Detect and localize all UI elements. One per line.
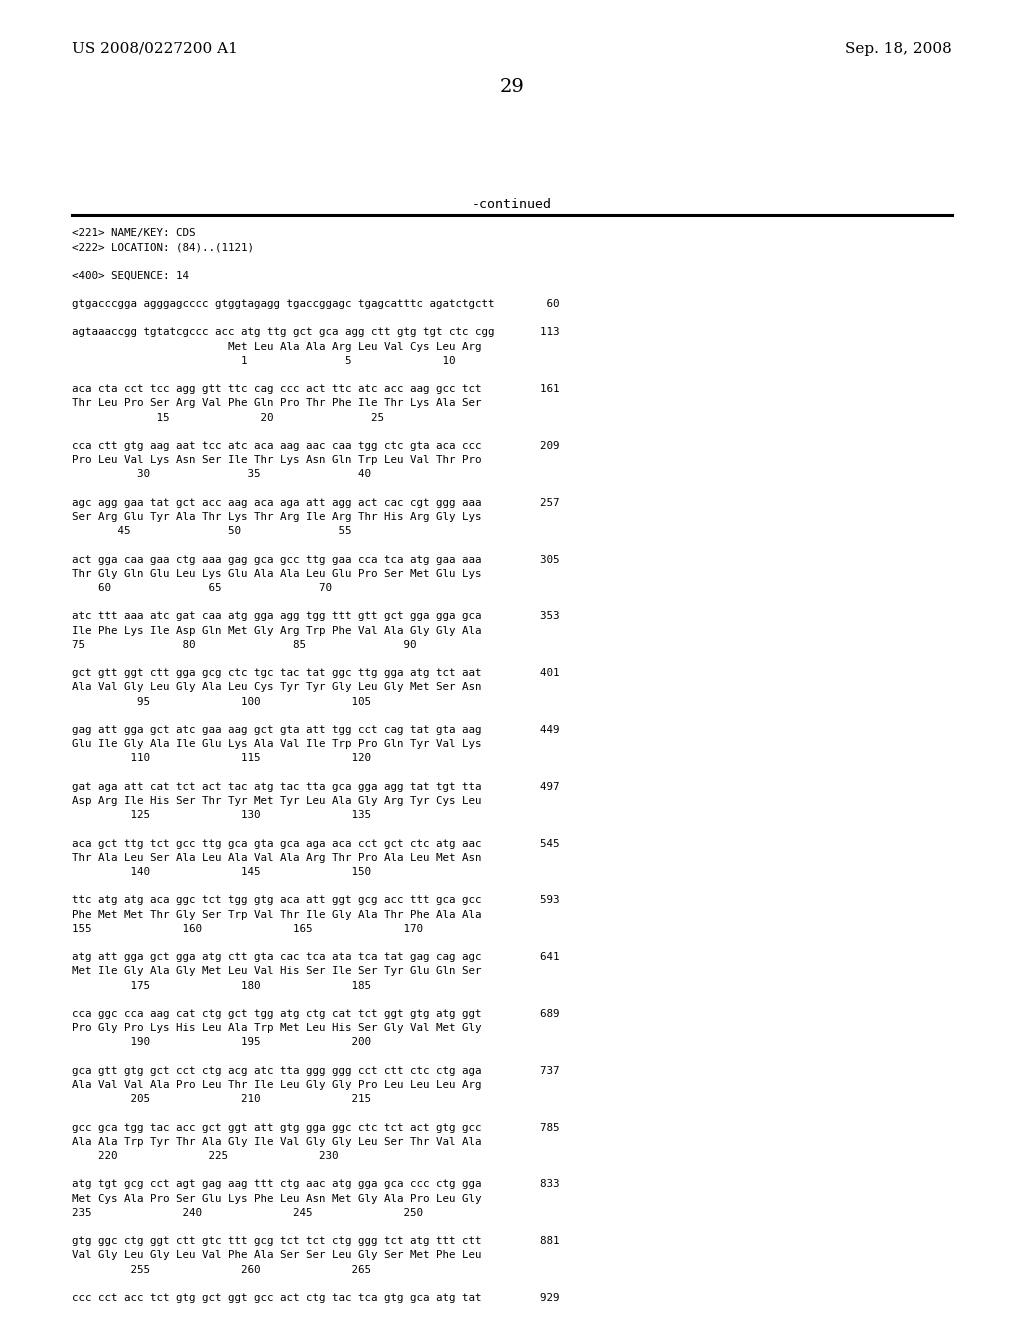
Text: Asp Arg Ile His Ser Thr Tyr Met Tyr Leu Ala Gly Arg Tyr Cys Leu: Asp Arg Ile His Ser Thr Tyr Met Tyr Leu …: [72, 796, 481, 807]
Text: 235              240              245              250: 235 240 245 250: [72, 1208, 423, 1218]
Text: Ala Val Val Ala Pro Leu Thr Ile Leu Gly Gly Pro Leu Leu Leu Arg: Ala Val Val Ala Pro Leu Thr Ile Leu Gly …: [72, 1080, 481, 1090]
Text: gtgacccgga agggagcccc gtggtagagg tgaccggagc tgagcatttc agatctgctt        60: gtgacccgga agggagcccc gtggtagagg tgaccgg…: [72, 300, 559, 309]
Text: 30               35               40: 30 35 40: [72, 470, 371, 479]
Text: agc agg gaa tat gct acc aag aca aga att agg act cac cgt ggg aaa         257: agc agg gaa tat gct acc aag aca aga att …: [72, 498, 559, 508]
Text: Phe Met Met Thr Gly Ser Trp Val Thr Ile Gly Ala Thr Phe Ala Ala: Phe Met Met Thr Gly Ser Trp Val Thr Ile …: [72, 909, 481, 920]
Text: Met Leu Ala Ala Arg Leu Val Cys Leu Arg: Met Leu Ala Ala Arg Leu Val Cys Leu Arg: [72, 342, 481, 351]
Text: 140              145              150: 140 145 150: [72, 867, 371, 876]
Text: gtg ggc ctg ggt ctt gtc ttt gcg tct tct ctg ggg tct atg ttt ctt         881: gtg ggc ctg ggt ctt gtc ttt gcg tct tct …: [72, 1237, 559, 1246]
Text: 29: 29: [500, 78, 524, 96]
Text: Thr Ala Leu Ser Ala Leu Ala Val Ala Arg Thr Pro Ala Leu Met Asn: Thr Ala Leu Ser Ala Leu Ala Val Ala Arg …: [72, 853, 481, 863]
Text: 205              210              215: 205 210 215: [72, 1094, 371, 1105]
Text: Ala Val Gly Leu Gly Ala Leu Cys Tyr Tyr Gly Leu Gly Met Ser Asn: Ala Val Gly Leu Gly Ala Leu Cys Tyr Tyr …: [72, 682, 481, 693]
Text: 220              225              230: 220 225 230: [72, 1151, 339, 1162]
Text: 75               80               85               90: 75 80 85 90: [72, 640, 417, 649]
Text: 95              100              105: 95 100 105: [72, 697, 371, 706]
Text: 125              130              135: 125 130 135: [72, 810, 371, 820]
Text: 155              160              165              170: 155 160 165 170: [72, 924, 423, 933]
Text: gcc gca tgg tac acc gct ggt att gtg gga ggc ctc tct act gtg gcc         785: gcc gca tgg tac acc gct ggt att gtg gga …: [72, 1122, 559, 1133]
Text: Met Cys Ala Pro Ser Glu Lys Phe Leu Asn Met Gly Ala Pro Leu Gly: Met Cys Ala Pro Ser Glu Lys Phe Leu Asn …: [72, 1193, 481, 1204]
Text: <400> SEQUENCE: 14: <400> SEQUENCE: 14: [72, 271, 189, 281]
Text: gca gtt gtg gct cct ctg acg atc tta ggg ggg cct ctt ctc ctg aga         737: gca gtt gtg gct cct ctg acg atc tta ggg …: [72, 1065, 559, 1076]
Text: atg att gga gct gga atg ctt gta cac tca ata tca tat gag cag agc         641: atg att gga gct gga atg ctt gta cac tca …: [72, 952, 559, 962]
Text: ccc cct acc tct gtg gct ggt gcc act ctg tac tca gtg gca atg tat         929: ccc cct acc tct gtg gct ggt gcc act ctg …: [72, 1294, 559, 1303]
Text: gag att gga gct atc gaa aag gct gta att tgg cct cag tat gta aag         449: gag att gga gct atc gaa aag gct gta att …: [72, 725, 559, 735]
Text: Pro Gly Pro Lys His Leu Ala Trp Met Leu His Ser Gly Val Met Gly: Pro Gly Pro Lys His Leu Ala Trp Met Leu …: [72, 1023, 481, 1034]
Text: Sep. 18, 2008: Sep. 18, 2008: [845, 42, 952, 55]
Text: -continued: -continued: [472, 198, 552, 211]
Text: 255              260              265: 255 260 265: [72, 1265, 371, 1275]
Text: gat aga att cat tct act tac atg tac tta gca gga agg tat tgt tta         497: gat aga att cat tct act tac atg tac tta …: [72, 781, 559, 792]
Text: US 2008/0227200 A1: US 2008/0227200 A1: [72, 42, 238, 55]
Text: 110              115              120: 110 115 120: [72, 754, 371, 763]
Text: 190              195              200: 190 195 200: [72, 1038, 371, 1047]
Text: cca ctt gtg aag aat tcc atc aca aag aac caa tgg ctc gta aca ccc         209: cca ctt gtg aag aat tcc atc aca aag aac …: [72, 441, 559, 451]
Text: Thr Gly Gln Glu Leu Lys Glu Ala Ala Leu Glu Pro Ser Met Glu Lys: Thr Gly Gln Glu Leu Lys Glu Ala Ala Leu …: [72, 569, 481, 578]
Text: ttc atg atg aca ggc tct tgg gtg aca att ggt gcg acc ttt gca gcc         593: ttc atg atg aca ggc tct tgg gtg aca att …: [72, 895, 559, 906]
Text: <222> LOCATION: (84)..(1121): <222> LOCATION: (84)..(1121): [72, 242, 254, 252]
Text: act gga caa gaa ctg aaa gag gca gcc ttg gaa cca tca atg gaa aaa         305: act gga caa gaa ctg aaa gag gca gcc ttg …: [72, 554, 559, 565]
Text: gct gtt ggt ctt gga gcg ctc tgc tac tat ggc ttg gga atg tct aat         401: gct gtt ggt ctt gga gcg ctc tgc tac tat …: [72, 668, 559, 678]
Text: Val Gly Leu Gly Leu Val Phe Ala Ser Ser Leu Gly Ser Met Phe Leu: Val Gly Leu Gly Leu Val Phe Ala Ser Ser …: [72, 1250, 481, 1261]
Text: Pro Leu Val Lys Asn Ser Ile Thr Lys Asn Gln Trp Leu Val Thr Pro: Pro Leu Val Lys Asn Ser Ile Thr Lys Asn …: [72, 455, 481, 465]
Text: Glu Ile Gly Ala Ile Glu Lys Ala Val Ile Trp Pro Gln Tyr Val Lys: Glu Ile Gly Ala Ile Glu Lys Ala Val Ile …: [72, 739, 481, 750]
Text: atg tgt gcg cct agt gag aag ttt ctg aac atg gga gca ccc ctg gga         833: atg tgt gcg cct agt gag aag ttt ctg aac …: [72, 1179, 559, 1189]
Text: agtaaaccgg tgtatcgccc acc atg ttg gct gca agg ctt gtg tgt ctc cgg       113: agtaaaccgg tgtatcgccc acc atg ttg gct gc…: [72, 327, 559, 338]
Text: Ser Arg Glu Tyr Ala Thr Lys Thr Arg Ile Arg Thr His Arg Gly Lys: Ser Arg Glu Tyr Ala Thr Lys Thr Arg Ile …: [72, 512, 481, 521]
Text: aca cta cct tcc agg gtt ttc cag ccc act ttc atc acc aag gcc tct         161: aca cta cct tcc agg gtt ttc cag ccc act …: [72, 384, 559, 395]
Text: 60               65               70: 60 65 70: [72, 583, 332, 593]
Text: 45               50               55: 45 50 55: [72, 527, 351, 536]
Text: Ile Phe Lys Ile Asp Gln Met Gly Arg Trp Phe Val Ala Gly Gly Ala: Ile Phe Lys Ile Asp Gln Met Gly Arg Trp …: [72, 626, 481, 636]
Text: Met Ile Gly Ala Gly Met Leu Val His Ser Ile Ser Tyr Glu Gln Ser: Met Ile Gly Ala Gly Met Leu Val His Ser …: [72, 966, 481, 977]
Text: Thr Leu Pro Ser Arg Val Phe Gln Pro Thr Phe Ile Thr Lys Ala Ser: Thr Leu Pro Ser Arg Val Phe Gln Pro Thr …: [72, 399, 481, 408]
Text: <221> NAME/KEY: CDS: <221> NAME/KEY: CDS: [72, 228, 196, 238]
Text: 1               5              10: 1 5 10: [72, 356, 456, 366]
Text: atc ttt aaa atc gat caa atg gga agg tgg ttt gtt gct gga gga gca         353: atc ttt aaa atc gat caa atg gga agg tgg …: [72, 611, 559, 622]
Text: 15              20               25: 15 20 25: [72, 413, 384, 422]
Text: Ala Ala Trp Tyr Thr Ala Gly Ile Val Gly Gly Leu Ser Thr Val Ala: Ala Ala Trp Tyr Thr Ala Gly Ile Val Gly …: [72, 1137, 481, 1147]
Text: aca gct ttg tct gcc ttg gca gta gca aga aca cct gct ctc atg aac         545: aca gct ttg tct gcc ttg gca gta gca aga …: [72, 838, 559, 849]
Text: cca ggc cca aag cat ctg gct tgg atg ctg cat tct ggt gtg atg ggt         689: cca ggc cca aag cat ctg gct tgg atg ctg …: [72, 1008, 559, 1019]
Text: 175              180              185: 175 180 185: [72, 981, 371, 990]
